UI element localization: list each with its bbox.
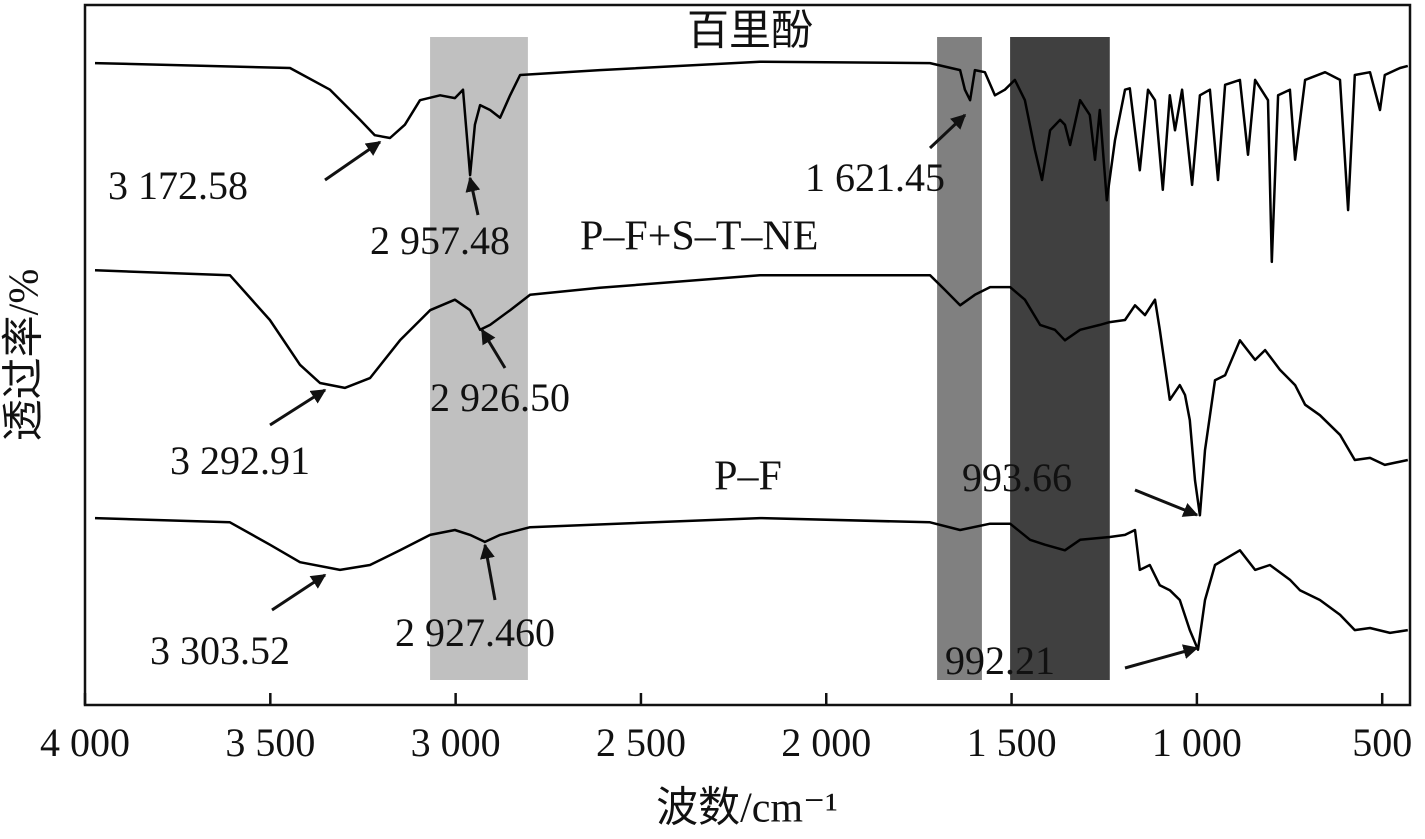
spectrum-line <box>94 60 1409 264</box>
band <box>1010 37 1110 680</box>
series-label: P–F+S–T–NE <box>580 214 818 260</box>
annotation: 993.66 <box>962 455 1072 500</box>
annotation: 2 927.460 <box>395 610 555 655</box>
bands <box>430 37 1110 680</box>
annotation-arrow <box>1124 644 1199 670</box>
x-axis-label: 波数/cm⁻¹ <box>656 786 838 832</box>
annotation-arrow <box>480 328 507 369</box>
x-tick-label: 3 000 <box>411 720 501 765</box>
annotation-arrow <box>324 140 382 182</box>
series-label: 百里酚 <box>687 9 813 55</box>
annotation-arrow <box>271 573 327 612</box>
plot-frame <box>83 3 1412 707</box>
annotation: 2 957.48 <box>370 218 510 263</box>
x-tick-label: 4 000 <box>40 720 130 765</box>
annotation: 1 621.45 <box>805 155 945 200</box>
x-tick-label: 2 000 <box>781 720 871 765</box>
annotation: 3 172.58 <box>108 163 248 208</box>
series-label: P–F <box>714 454 782 500</box>
annotation: 2 926.50 <box>430 375 570 420</box>
x-tick-label: 2 500 <box>596 720 686 765</box>
x-tick-label: 1 500 <box>967 720 1057 765</box>
annotation: 3 303.52 <box>150 628 290 673</box>
band <box>430 37 528 680</box>
band <box>937 37 982 680</box>
spectrum-line <box>94 269 1409 517</box>
plot <box>94 60 1409 651</box>
annotation-arrow <box>1134 488 1199 517</box>
annotation: 992.21 <box>945 638 1055 683</box>
spectrum-line <box>94 516 1408 651</box>
annotation-arrow <box>928 113 967 150</box>
x-tick-label: 500 <box>1352 720 1412 765</box>
x-tick-label: 3 500 <box>225 720 315 765</box>
y-axis-label: 透过率/% <box>1 269 48 442</box>
x-tick-label: 1 000 <box>1152 720 1242 765</box>
annotation-arrow <box>465 176 481 216</box>
annotation-arrow <box>269 388 327 427</box>
annotation-arrow <box>480 543 497 601</box>
annotation: 3 292.91 <box>170 438 310 483</box>
